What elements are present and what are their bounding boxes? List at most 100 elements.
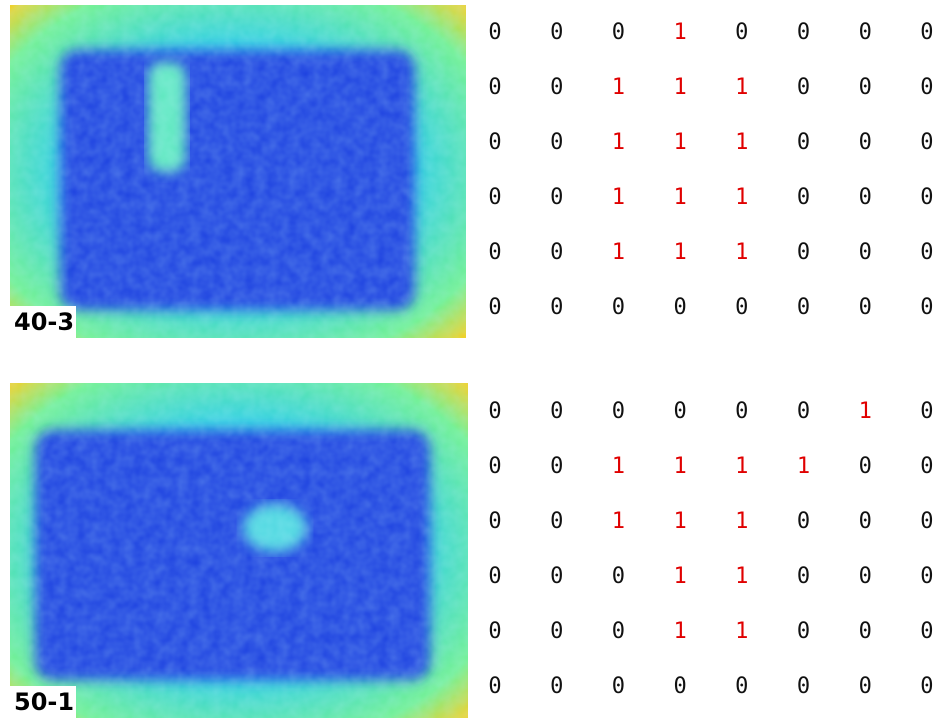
grid-digit: 0 bbox=[673, 295, 686, 320]
grid-digit: 0 bbox=[735, 20, 748, 45]
grid-digit: 0 bbox=[920, 295, 933, 320]
grid-digit: 0 bbox=[488, 75, 501, 100]
grid-digit: 0 bbox=[920, 564, 933, 589]
grid-digit: 0 bbox=[859, 75, 872, 100]
grid-digit: 1 bbox=[673, 130, 686, 155]
grid-digit: 0 bbox=[859, 509, 872, 534]
grid-digit: 0 bbox=[920, 185, 933, 210]
grid-digit: 0 bbox=[797, 185, 810, 210]
grid-digit: 0 bbox=[920, 75, 933, 100]
grid-digit: 0 bbox=[797, 674, 810, 699]
grid-digit: 0 bbox=[859, 564, 872, 589]
grid-digit: 1 bbox=[612, 240, 625, 265]
grid-digit: 0 bbox=[550, 674, 563, 699]
grid-digit: 0 bbox=[859, 674, 872, 699]
grid-digit: 0 bbox=[797, 619, 810, 644]
grid-digit: 0 bbox=[797, 75, 810, 100]
grid-digit: 0 bbox=[550, 20, 563, 45]
grid-digit: 1 bbox=[735, 509, 748, 534]
heatmap-1 bbox=[10, 5, 466, 338]
grid-digit: 0 bbox=[550, 75, 563, 100]
grid-digit: 0 bbox=[612, 20, 625, 45]
grid-digit: 0 bbox=[488, 185, 501, 210]
grid-digit: 1 bbox=[612, 75, 625, 100]
grid-digit: 0 bbox=[920, 454, 933, 479]
grid-digit: 0 bbox=[673, 399, 686, 424]
grid-digit: 0 bbox=[488, 509, 501, 534]
grid-digit: 1 bbox=[735, 240, 748, 265]
panel-label: 50-1 bbox=[14, 688, 74, 716]
grid-digit: 1 bbox=[612, 454, 625, 479]
grid-digit: 0 bbox=[797, 295, 810, 320]
grid-digit: 0 bbox=[550, 399, 563, 424]
grid-digit: 0 bbox=[612, 674, 625, 699]
grid-digit: 0 bbox=[797, 564, 810, 589]
grid-digit: 0 bbox=[550, 619, 563, 644]
grid-digit: 0 bbox=[612, 619, 625, 644]
grid-digit: 0 bbox=[797, 130, 810, 155]
grid-digit: 0 bbox=[859, 295, 872, 320]
grid-digit: 0 bbox=[859, 20, 872, 45]
grid-digit: 0 bbox=[488, 674, 501, 699]
grid-digit: 0 bbox=[859, 240, 872, 265]
grid-digit: 1 bbox=[735, 130, 748, 155]
grid-digit: 0 bbox=[797, 20, 810, 45]
grid-digit: 0 bbox=[550, 185, 563, 210]
grid-digit: 1 bbox=[797, 454, 810, 479]
grid-digit: 0 bbox=[488, 240, 501, 265]
grid-digit: 0 bbox=[673, 674, 686, 699]
grid-digit: 0 bbox=[920, 619, 933, 644]
grid-digit: 0 bbox=[488, 295, 501, 320]
grid-digit: 0 bbox=[612, 399, 625, 424]
grid-digit: 0 bbox=[488, 399, 501, 424]
grid-digit: 1 bbox=[735, 564, 748, 589]
grid-digit: 0 bbox=[488, 130, 501, 155]
digit-grids: 0 0 0 1 0 0 0 0 0 0 1 1 1 0 0 0 0 0 1 1 1 0 0 0 0 0 1 1 1 0 0 0 0 0 1 1 1 0 0 0… bbox=[488, 20, 933, 699]
grid-digit: 0 bbox=[488, 20, 501, 45]
grid-digit: 0 bbox=[859, 619, 872, 644]
grid-digit: 1 bbox=[673, 240, 686, 265]
grid-digit: 0 bbox=[859, 454, 872, 479]
grid-digit: 0 bbox=[550, 564, 563, 589]
grid-digit: 0 bbox=[735, 674, 748, 699]
grid-digit: 0 bbox=[735, 399, 748, 424]
grid-digit: 0 bbox=[920, 240, 933, 265]
grid-digit: 0 bbox=[797, 399, 810, 424]
grid-digit: 1 bbox=[735, 454, 748, 479]
panel-label: 40-3 bbox=[14, 308, 74, 336]
grid-digit: 0 bbox=[920, 399, 933, 424]
grid-digit: 0 bbox=[550, 130, 563, 155]
grid-digit: 0 bbox=[797, 509, 810, 534]
grid-digit: 0 bbox=[859, 185, 872, 210]
grid-digit: 0 bbox=[550, 240, 563, 265]
grid-digit: 1 bbox=[735, 185, 748, 210]
grid-digit: 1 bbox=[735, 619, 748, 644]
grid-digit: 1 bbox=[735, 75, 748, 100]
grid-digit: 1 bbox=[673, 564, 686, 589]
grid-digit: 1 bbox=[673, 619, 686, 644]
grid-digit: 0 bbox=[612, 295, 625, 320]
grid-digit: 1 bbox=[673, 454, 686, 479]
grid-digit: 0 bbox=[488, 454, 501, 479]
heatmap-2 bbox=[10, 383, 468, 718]
figure: 40-3 50-1 000100000011100000111000001110… bbox=[0, 0, 934, 719]
grid-digit: 0 bbox=[550, 295, 563, 320]
grid-digit: 0 bbox=[797, 240, 810, 265]
grid-digit: 0 bbox=[859, 130, 872, 155]
grid-digit: 1 bbox=[859, 399, 872, 424]
grid-digit: 1 bbox=[673, 185, 686, 210]
grid-digit: 1 bbox=[612, 509, 625, 534]
grid-digit: 1 bbox=[673, 75, 686, 100]
grid-digit: 1 bbox=[612, 130, 625, 155]
grid-digit: 0 bbox=[550, 454, 563, 479]
grid-digit: 0 bbox=[550, 509, 563, 534]
grid-digit: 0 bbox=[735, 295, 748, 320]
grid-digit: 0 bbox=[920, 20, 933, 45]
grid-digit: 1 bbox=[673, 509, 686, 534]
grid-digit: 0 bbox=[920, 674, 933, 699]
grid-digit: 0 bbox=[612, 564, 625, 589]
grid-digit: 0 bbox=[488, 564, 501, 589]
grid-digit: 1 bbox=[612, 185, 625, 210]
grid-digit: 0 bbox=[920, 130, 933, 155]
grid-digit: 1 bbox=[673, 20, 686, 45]
